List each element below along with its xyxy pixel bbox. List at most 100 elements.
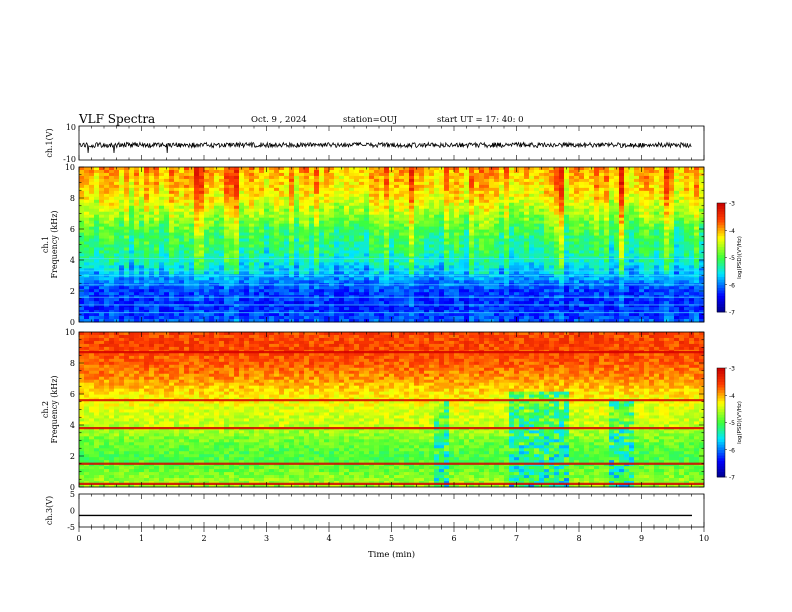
ch1-spectrogram-cell: [524, 223, 530, 228]
ch1-spectrogram-cell: [339, 265, 345, 269]
ch1-spectrogram-cell: [299, 202, 305, 207]
ch1-spectrogram-cell: [79, 193, 85, 198]
ch1-spectrogram-cell: [409, 313, 415, 317]
ch1-spectrogram-cell: [269, 199, 275, 204]
ch1-spectrogram-cell: [119, 307, 125, 311]
ch1-spectrogram-cell: [449, 193, 455, 198]
ch1-spectrogram-cell: [544, 301, 550, 305]
ch1-spectrogram-cell: [339, 292, 345, 296]
ch1-spectrogram-cell: [299, 169, 305, 174]
ch1-spectrogram-cell: [254, 286, 260, 290]
ch1-spectrogram-cell: [324, 313, 330, 317]
ch1-spectrogram-cell: [144, 187, 150, 192]
ch1-spectrogram-cell: [229, 238, 235, 242]
ch1-spectrogram-cell: [504, 220, 510, 225]
ch1-spectrogram-cell: [544, 235, 550, 239]
ch1-spectrogram-cell: [134, 247, 140, 251]
ch1-spectrogram-cell: [374, 319, 380, 323]
ch1-spectrogram-cell: [299, 181, 305, 186]
ch1-spectrogram-cell: [314, 208, 320, 213]
ch1-spectrogram-cell: [339, 223, 345, 228]
ch1-spectrogram-cell: [494, 298, 500, 302]
ch1-spectrogram-cell: [229, 181, 235, 186]
ch1-spectrogram-cell: [104, 271, 110, 275]
ch1-spectrogram-cell: [489, 211, 495, 216]
ch1-spectrogram-cell: [139, 208, 145, 213]
ch1-spectrogram-cell: [154, 229, 160, 233]
ch1-spectrogram-cell: [489, 190, 495, 195]
ch1-spectrogram-cell: [319, 277, 325, 281]
ch1-spectrogram-cell: [354, 250, 360, 254]
ch1-spectrogram-cell: [379, 226, 385, 230]
ch1-spectrogram-cell: [254, 178, 260, 183]
ch1-spectrogram-cell: [234, 280, 240, 284]
ch1-spectrogram-cell: [474, 172, 480, 177]
ch1-spectrogram-cell: [94, 232, 100, 236]
ch1-spectrogram-cell: [199, 313, 205, 317]
ch1-spectrogram-cell: [144, 205, 150, 210]
ch1-spectrogram-cell: [174, 211, 180, 216]
ch1-spectrogram-cell: [509, 214, 515, 219]
ch1-spectrogram-cell: [534, 316, 540, 320]
ch1-spectrogram-cell: [324, 167, 330, 171]
ch1-spectrogram-cell: [474, 199, 480, 204]
ch1-spectrogram-cell: [134, 187, 140, 192]
ch1-spectrogram-cell: [334, 178, 340, 183]
ch1-spectrogram-cell: [159, 232, 165, 236]
ch1-spectrogram-cell: [279, 167, 285, 171]
ch1-spectrogram-cell: [414, 202, 420, 207]
ch1-spectrogram-cell: [454, 220, 460, 225]
ch1-spectrogram-cell: [394, 292, 400, 296]
ch1-spectrogram-cell: [249, 235, 255, 239]
ch1-spectrogram-cell: [184, 304, 190, 308]
ch1-spectrogram-cell: [209, 214, 215, 219]
ch1-spectrogram-cell: [519, 271, 525, 275]
ch1-spectrogram-cell: [394, 223, 400, 228]
ch1-spectrogram-cell: [554, 238, 560, 242]
ch1-spectrogram-cell: [404, 211, 410, 216]
ch1-spectrogram-cell: [114, 175, 120, 180]
ch1-spectrogram-cell: [304, 217, 310, 222]
ch1-spectrogram-cell: [239, 238, 245, 242]
ch1-spectrogram-cell: [519, 244, 525, 248]
ch1-spectrogram-cell: [239, 217, 245, 222]
ch1-spectrogram-cell: [429, 250, 435, 254]
ch1-spectrogram-cell: [89, 286, 95, 290]
ch1-spectrogram-cell: [224, 217, 230, 222]
ch1-spectrogram-cell: [429, 208, 435, 213]
ch1-spectrogram-cell: [479, 211, 485, 216]
ch1-spectrogram-cell: [174, 223, 180, 228]
ch1-spectrogram-cell: [479, 181, 485, 186]
ch1-spectrogram-cell: [384, 199, 390, 204]
ch1-spectrogram-cell: [509, 232, 515, 236]
ch1-spectrogram-cell: [474, 316, 480, 320]
ch1-spectrogram-cell: [84, 286, 90, 290]
ch1-spectrogram-cell: [224, 199, 230, 204]
ch1-spectrogram-cell: [154, 319, 160, 323]
ch1-spectrogram-cell: [424, 238, 430, 242]
ch1-spectrogram-cell: [409, 280, 415, 284]
ch1-spectrogram-cell: [289, 289, 295, 293]
ch1-spectrogram-cell: [224, 184, 230, 189]
ch1-spectrogram-cell: [529, 244, 535, 248]
ch1-spectrogram-cell: [369, 280, 375, 284]
ch1-spectrogram-cell: [349, 232, 355, 236]
ch1-spectrogram-cell: [464, 313, 470, 317]
ch1-spectrogram-cell: [244, 229, 250, 233]
ch1-spectrogram-cell: [554, 211, 560, 216]
ch1-spectrogram-cell: [524, 193, 530, 198]
ch1-spectrogram-cell: [484, 262, 490, 266]
ch1-spectrogram-cell: [199, 175, 205, 180]
ch1-spectrogram-cell: [434, 196, 440, 201]
ch1-spectrogram-cell: [239, 307, 245, 311]
ch1-spectrogram-cell: [434, 307, 440, 311]
ch1-spectrogram-cell: [179, 310, 185, 314]
ch1-spectrogram-cell: [559, 169, 565, 174]
ch1-spectrogram-cell: [544, 229, 550, 233]
ch1-spectrogram-cell: [534, 220, 540, 225]
ch1-spectrogram-cell: [364, 190, 370, 195]
ch1-spectrogram-cell: [494, 190, 500, 195]
ch1-spectrogram-cell: [109, 262, 115, 266]
ch1-spectrogram-cell: [514, 235, 520, 239]
ch1-spectrogram-cell: [504, 313, 510, 317]
